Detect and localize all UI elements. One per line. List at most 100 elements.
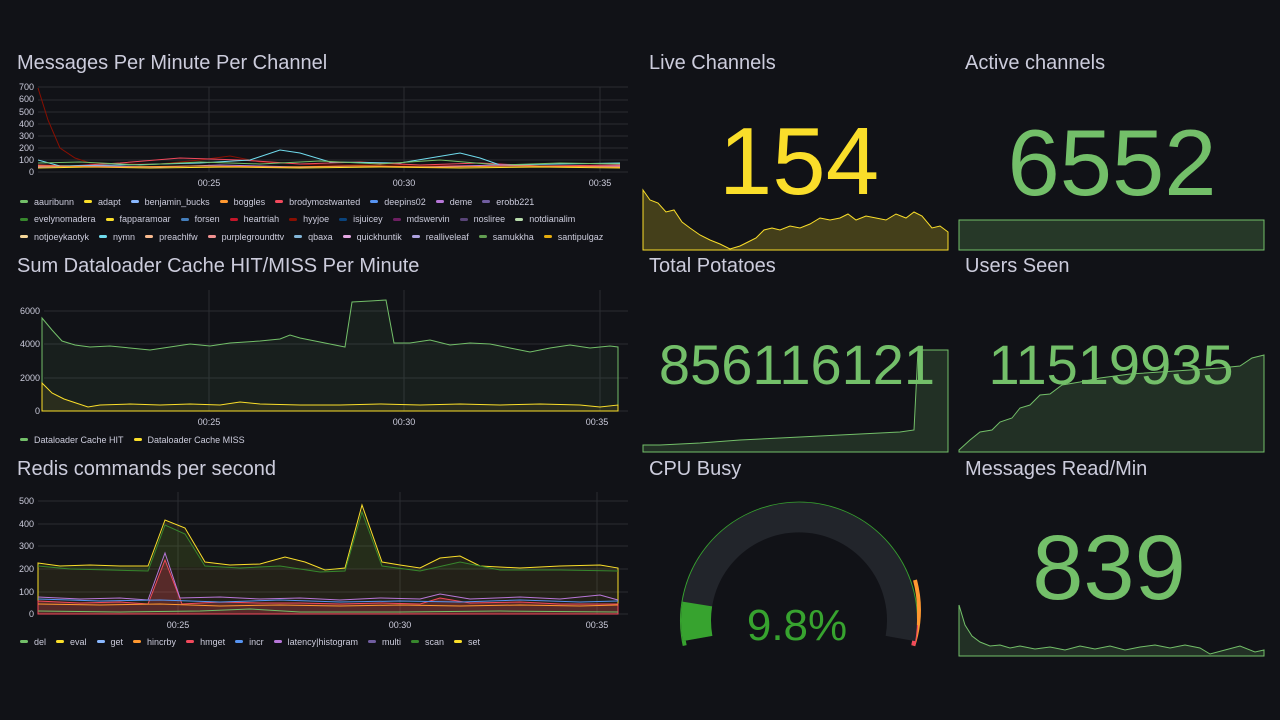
panel-users-seen[interactable]: Users Seen 11519935 <box>965 255 1265 453</box>
legend-label: get <box>110 636 124 647</box>
legend-swatch <box>454 640 462 643</box>
legend-label: eval <box>70 636 87 647</box>
legend-swatch <box>20 438 28 441</box>
legend-item[interactable]: deme <box>435 194 473 210</box>
stat-value: 856116121 <box>658 333 936 396</box>
legend-item[interactable]: nosliree <box>459 211 505 227</box>
legend-swatch <box>235 640 244 643</box>
legend-label: Dataloader Cache MISS <box>147 434 245 445</box>
legend-label: santipulgaz <box>557 231 604 242</box>
legend-item[interactable]: adapt <box>84 194 121 210</box>
legend-item[interactable]: del <box>20 634 46 650</box>
legend-item[interactable]: purplegroundttv <box>207 229 284 245</box>
legend-label: quickhuntik <box>356 231 402 242</box>
legend-item[interactable]: set <box>454 634 480 650</box>
legend-label: multi <box>381 636 401 647</box>
legend-item[interactable]: preachlfw <box>145 229 198 245</box>
legend-item[interactable]: aauribunn <box>20 194 74 210</box>
legend-swatch <box>482 200 491 203</box>
legend-label: latency|histogram <box>287 636 358 647</box>
legend-item[interactable]: samukkha <box>478 229 534 245</box>
legend-item[interactable]: evelynomadera <box>20 211 96 227</box>
legend-item[interactable]: forsen <box>180 211 220 227</box>
panel-active-channels[interactable]: Active channels 6552 <box>965 52 1265 250</box>
legend-item[interactable]: notjoeykaotyk <box>20 229 89 245</box>
legend-item[interactable]: quickhuntik <box>342 229 402 245</box>
legend-item[interactable]: nymn <box>99 229 135 245</box>
legend-swatch <box>180 217 189 221</box>
legend-label: Dataloader Cache HIT <box>34 434 124 445</box>
legend-label: isjuicey <box>353 214 383 224</box>
legend-label: deme <box>449 196 473 207</box>
legend-item[interactable]: brodymostwanted <box>275 194 360 210</box>
legend-label: brodymostwanted <box>289 196 361 207</box>
legend-swatch <box>410 640 419 643</box>
legend-label: samukkha <box>492 231 534 242</box>
legend-item[interactable]: multi <box>367 634 401 650</box>
redis-legend: del eval get hincrby hmget incr latency|histog… <box>20 632 620 650</box>
legend-item[interactable]: Dataloader Cache HIT <box>20 432 124 448</box>
panel-title: CPU Busy <box>649 458 742 480</box>
legend-item[interactable]: benjamin_bucks <box>130 194 210 210</box>
legend-item[interactable]: hmget <box>186 634 225 650</box>
legend-label: heartriah <box>243 214 280 224</box>
legend-item[interactable]: santipulgaz <box>543 229 604 245</box>
legend-label: qbaxa <box>308 231 333 242</box>
legend-label: set <box>468 636 481 647</box>
legend-label: preachlfw <box>159 231 198 242</box>
stat-value: 839 <box>1032 517 1186 619</box>
legend-item[interactable]: realliveleaf <box>411 229 469 245</box>
panel-dataloader[interactable]: Sum Dataloader Cache HIT/MISS Per Minute <box>17 255 629 450</box>
legend-item[interactable]: scan <box>410 634 444 650</box>
legend-item[interactable]: eval <box>56 634 87 650</box>
panel-title: Messages Read/Min <box>965 458 1148 480</box>
stat-value: 154 <box>718 108 880 215</box>
legend-swatch <box>289 217 298 221</box>
legend-label: erobb221 <box>496 196 535 207</box>
legend-item[interactable]: Dataloader Cache MISS <box>133 432 245 448</box>
legend-item[interactable]: latency|histogram <box>273 634 358 650</box>
legend-swatch <box>145 235 154 238</box>
legend-swatch <box>130 200 139 203</box>
legend-swatch <box>105 217 114 221</box>
legend-swatch <box>273 640 282 643</box>
legend-label: fapparamoar <box>119 214 171 224</box>
legend-swatch <box>20 235 28 238</box>
legend-item[interactable]: boggles <box>219 194 265 210</box>
panel-total-potatoes[interactable]: Total Potatoes 856116121 <box>649 255 949 453</box>
legend-swatch <box>392 217 401 221</box>
legend-label: forsen <box>194 214 220 224</box>
dataloader-legend: Dataloader Cache HIT Dataloader Cache MIS… <box>20 430 620 448</box>
legend-item[interactable]: fapparamoar <box>105 211 171 227</box>
legend-item[interactable]: isjuicey <box>339 211 383 227</box>
legend-swatch <box>219 200 228 203</box>
legend-label: notdianalim <box>529 214 576 224</box>
legend-label: realliveleaf <box>425 231 469 242</box>
legend-item[interactable]: hincrby <box>133 634 176 650</box>
legend-item[interactable]: incr <box>235 634 264 650</box>
panel-title: Total Potatoes <box>649 255 776 277</box>
legend-swatch <box>20 200 28 203</box>
legend-label: del <box>34 636 47 647</box>
legend-item[interactable]: deepins02 <box>370 194 426 210</box>
legend-item[interactable]: hyyjoe <box>289 211 329 227</box>
legend-item[interactable]: erobb221 <box>482 194 534 210</box>
legend-swatch <box>339 217 348 221</box>
panel-cpu-busy[interactable]: CPU Busy <box>649 458 949 656</box>
legend-item[interactable]: notdianalim <box>515 211 575 227</box>
legend-item[interactable]: get <box>96 634 124 650</box>
legend-item[interactable]: heartriah <box>229 211 280 227</box>
legend-label: scan <box>424 636 444 647</box>
panel-messages-read[interactable]: Messages Read/Min 839 <box>965 458 1265 656</box>
legend-swatch <box>515 217 524 221</box>
legend-swatch <box>20 640 28 643</box>
legend-swatch <box>96 640 105 643</box>
legend-swatch <box>133 640 142 643</box>
legend-label: hincrby <box>147 636 177 647</box>
panel-messages-per-minute[interactable]: Messages Per Minute Per Channel <box>17 52 629 247</box>
legend-item[interactable]: qbaxa <box>294 229 333 245</box>
legend-item[interactable]: mdswervin <box>392 211 450 227</box>
panel-redis[interactable]: Redis commands per second <box>17 458 629 653</box>
panel-live-channels[interactable]: Live Channels 154 <box>649 52 949 250</box>
legend-swatch <box>275 200 284 203</box>
